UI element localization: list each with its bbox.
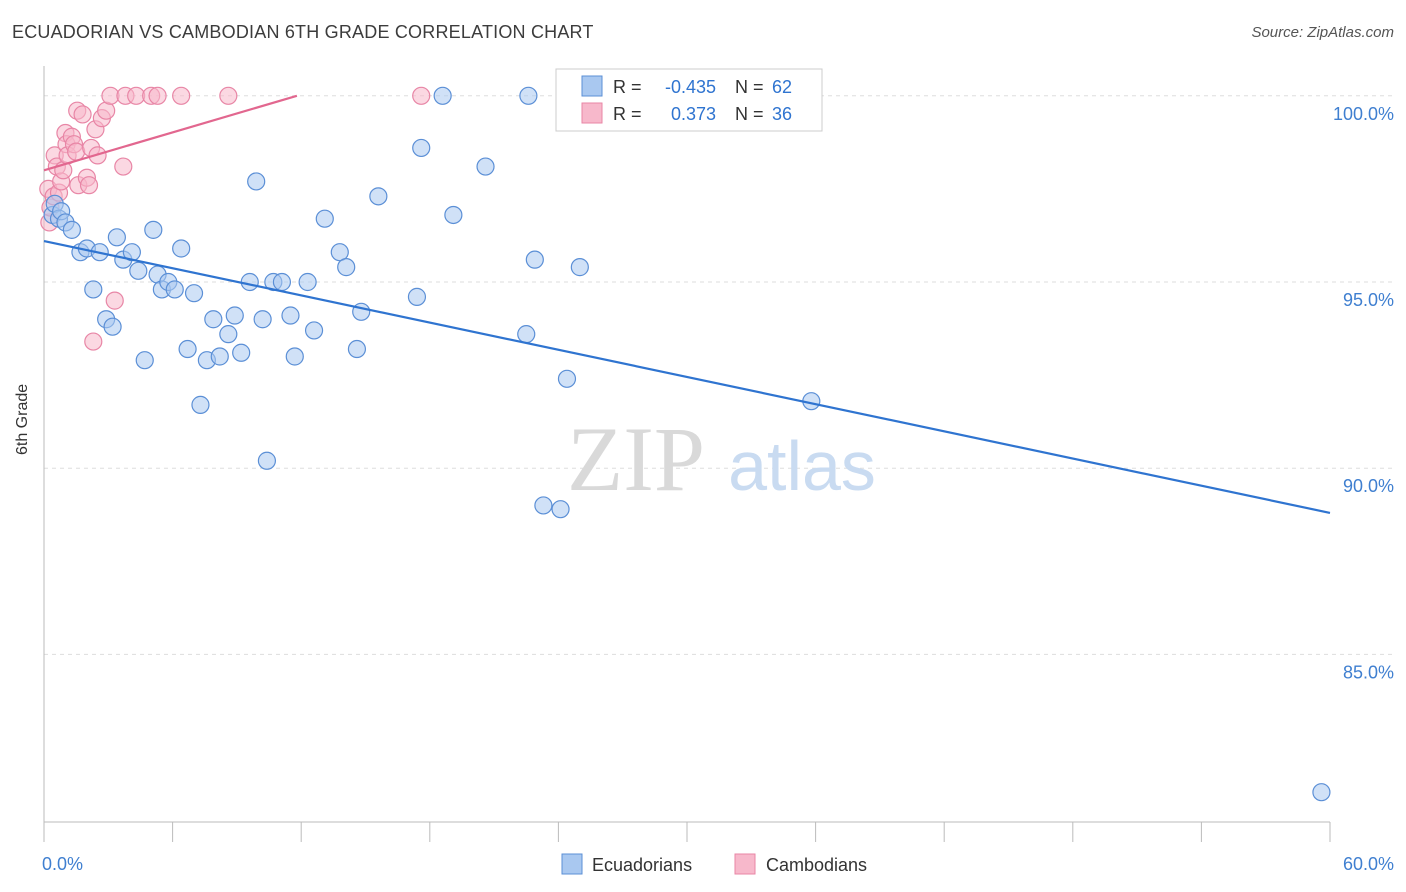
ecuadorians-point bbox=[240, 272, 259, 292]
chart-title: ECUADORIAN VS CAMBODIAN 6TH GRADE CORREL… bbox=[12, 22, 594, 42]
cam-n-label: N = bbox=[735, 104, 764, 124]
ecuadorians-point bbox=[219, 325, 238, 344]
tick-labels: 85.0% 90.0% 95.0% 100.0% 0.0% 60.0% bbox=[42, 104, 1394, 874]
ecuadorians-point bbox=[107, 228, 126, 247]
y-tick-label: 85.0% bbox=[1343, 662, 1394, 682]
ecuadorians-point bbox=[525, 250, 544, 269]
x-tick-label: 0.0% bbox=[42, 854, 83, 874]
ecuadorians-point bbox=[557, 369, 577, 388]
ecuadorians-point bbox=[369, 187, 388, 206]
ecu-r-value: -0.435 bbox=[665, 77, 716, 97]
cambodians-point bbox=[219, 86, 238, 105]
bottom-legend: Ecuadorians Cambodians bbox=[561, 853, 867, 875]
y-tick-label: 95.0% bbox=[1343, 290, 1394, 310]
ecuadorians-point bbox=[433, 86, 452, 105]
ecuadorians-point bbox=[129, 261, 148, 280]
ecuadorians-point bbox=[103, 317, 122, 336]
ecuadorians-point bbox=[253, 310, 272, 329]
ecuadorians-point bbox=[204, 310, 223, 329]
watermark-zip: ZIP bbox=[567, 408, 705, 510]
ecuadorians-point bbox=[247, 172, 266, 191]
cam-r-label: R = bbox=[613, 104, 642, 124]
ecuadorians-trend-line bbox=[43, 239, 1331, 514]
ecuadorians-point bbox=[281, 306, 300, 325]
ecuadorians-point bbox=[304, 321, 324, 340]
ecuadorians-point bbox=[210, 347, 229, 366]
ecuadorians-point bbox=[476, 157, 495, 176]
ecuadorians-point bbox=[570, 258, 589, 277]
ecuadorians-point bbox=[144, 220, 163, 239]
trend-lines bbox=[43, 94, 1331, 514]
ecuadorians-point bbox=[407, 287, 427, 306]
ecuadorians-point bbox=[184, 284, 204, 303]
ecuadorians-point bbox=[232, 343, 251, 362]
legend-cambodians-swatch[interactable] bbox=[734, 853, 756, 875]
ecuadorians-point bbox=[225, 306, 244, 325]
legend-cambodians-label[interactable]: Cambodians bbox=[766, 855, 867, 875]
cambodians-trend-line bbox=[43, 94, 298, 172]
ecuadorians-point bbox=[412, 138, 431, 158]
ecu-r-label: R = bbox=[613, 77, 642, 97]
cambodians-point bbox=[148, 86, 167, 105]
ecuadorians-point bbox=[298, 272, 317, 292]
ecuadorians-point bbox=[165, 280, 184, 299]
cambodians-point bbox=[114, 157, 133, 176]
cambodians-point bbox=[79, 176, 99, 195]
cambodians-point bbox=[67, 142, 86, 161]
ecuadorians-point bbox=[337, 258, 356, 277]
ecuadorians-point bbox=[191, 395, 210, 414]
y-tick-label: 90.0% bbox=[1343, 476, 1394, 496]
cambodians-point bbox=[105, 291, 124, 310]
ecuadorians-point bbox=[257, 451, 277, 470]
cambodians-swatch bbox=[581, 102, 603, 124]
cam-r-value: 0.373 bbox=[671, 104, 716, 124]
x-tick-label: 60.0% bbox=[1343, 854, 1394, 874]
cambodians-point bbox=[84, 332, 103, 351]
ecuadorians-point bbox=[347, 339, 367, 359]
ecuadorians-point bbox=[1312, 783, 1331, 802]
ecuadorians-point bbox=[62, 220, 81, 239]
cambodians-point bbox=[412, 86, 431, 105]
stats-legend: R = -0.435 N = 62 R = 0.373 N = 36 bbox=[555, 68, 823, 132]
ecuadorians-swatch bbox=[581, 75, 603, 97]
watermark-atlas: atlas bbox=[728, 427, 876, 505]
ecuadorians-point bbox=[135, 351, 154, 370]
ecuadorians-point bbox=[272, 272, 292, 292]
ecuadorians-point bbox=[178, 339, 197, 359]
cam-n-value: 36 bbox=[772, 104, 792, 124]
grid-lines bbox=[44, 95, 1395, 655]
ecu-n-label: N = bbox=[735, 77, 764, 97]
watermark: ZIP atlas bbox=[567, 408, 876, 510]
source-label: Source: ZipAtlas.com bbox=[1251, 24, 1394, 41]
ecuadorians-point bbox=[172, 239, 191, 258]
ecu-n-value: 62 bbox=[772, 77, 792, 97]
ecuadorians-point bbox=[517, 325, 536, 344]
ecuadorians-point bbox=[84, 280, 103, 299]
ecuadorians-point bbox=[315, 209, 334, 228]
legend-ecuadorians-label[interactable]: Ecuadorians bbox=[592, 855, 692, 875]
cambodians-point bbox=[73, 105, 92, 124]
ecuadorians-point bbox=[534, 496, 553, 515]
y-tick-label: 100.0% bbox=[1333, 104, 1394, 124]
ecuadorians-points bbox=[43, 86, 1331, 802]
ecuadorians-point bbox=[444, 205, 463, 225]
cambodians-point bbox=[172, 86, 191, 105]
legend-ecuadorians-swatch[interactable] bbox=[561, 853, 583, 875]
ecuadorians-point bbox=[285, 347, 304, 366]
ecuadorians-point bbox=[519, 86, 538, 105]
ecuadorians-point bbox=[551, 500, 570, 519]
